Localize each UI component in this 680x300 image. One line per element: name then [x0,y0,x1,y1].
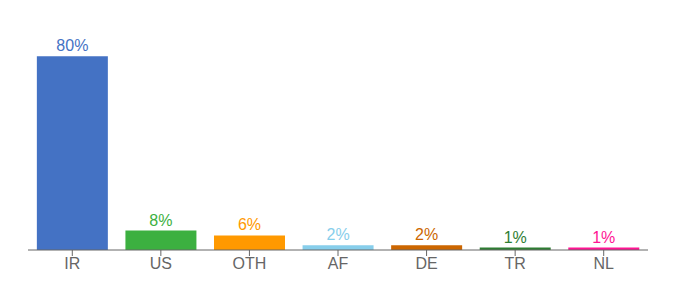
svg-text:2%: 2% [415,226,438,243]
svg-text:US: US [150,255,172,272]
svg-text:6%: 6% [238,216,261,233]
svg-text:8%: 8% [149,212,172,229]
svg-text:OTH: OTH [233,255,267,272]
svg-text:1%: 1% [592,229,615,246]
svg-text:IR: IR [64,255,80,272]
svg-text:1%: 1% [504,229,527,246]
svg-text:2%: 2% [327,226,350,243]
svg-text:NL: NL [593,255,614,272]
svg-text:80%: 80% [56,37,88,54]
svg-text:TR: TR [504,255,525,272]
svg-text:AF: AF [328,255,349,272]
svg-text:DE: DE [415,255,437,272]
